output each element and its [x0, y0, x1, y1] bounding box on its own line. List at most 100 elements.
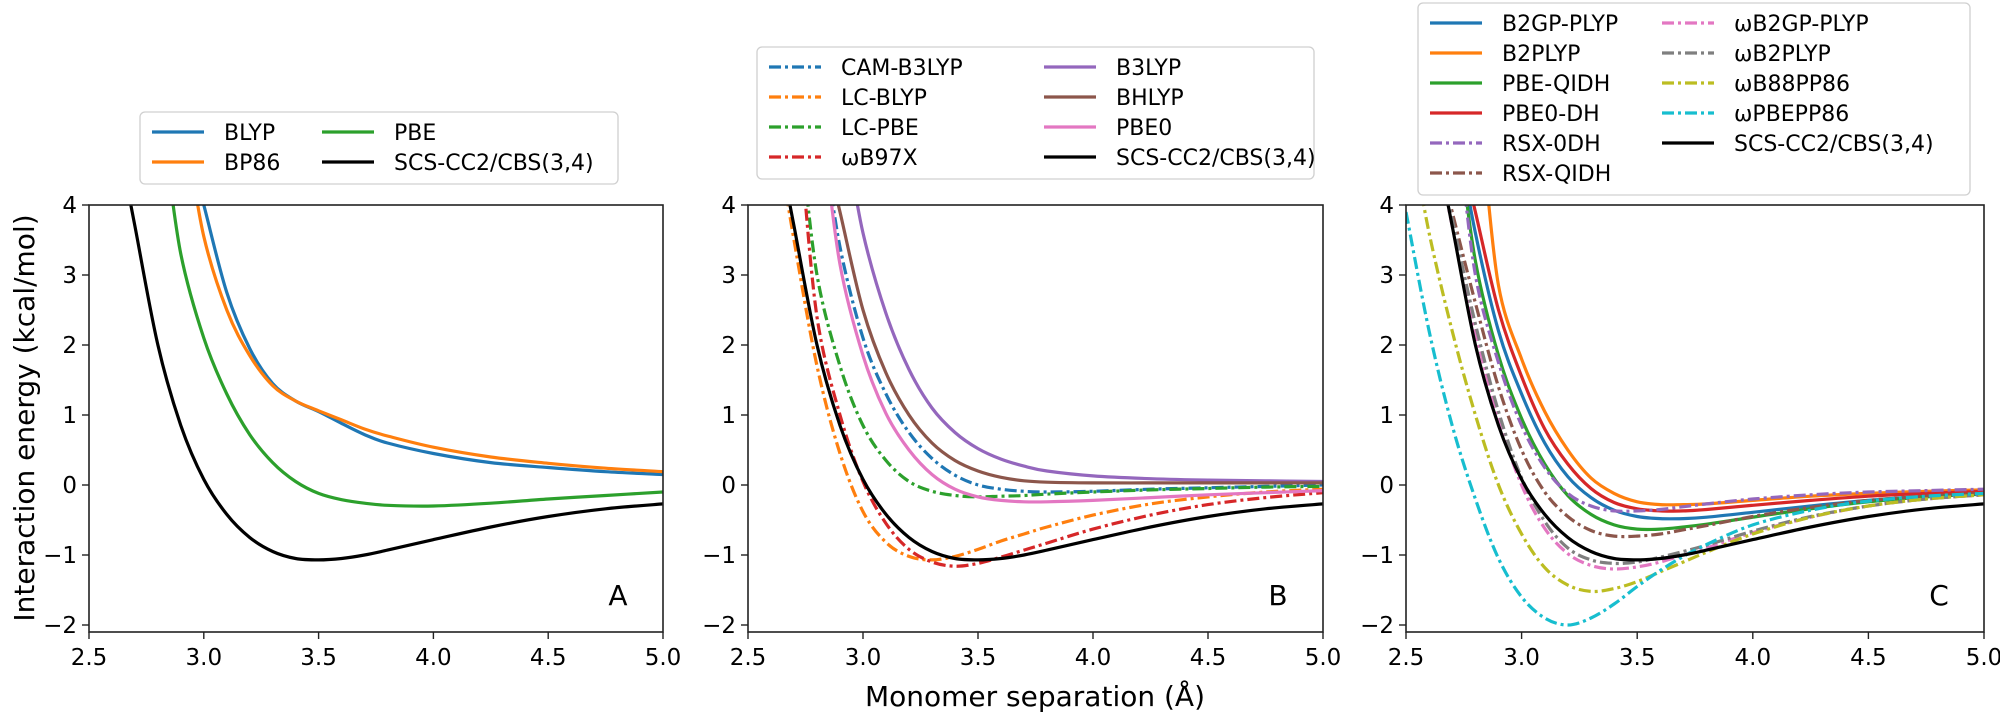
series-group [786, 205, 1323, 568]
legend-item: ωPBEPP86 [1662, 102, 1849, 127]
legend-item: SCS-CC2/CBS(3,4) [322, 151, 594, 176]
panel-letter: C [1929, 579, 1949, 612]
plot-frame [747, 204, 1324, 633]
x-tick-label: 2.5 [1388, 645, 1425, 671]
y-tick-label: 2 [1379, 333, 1394, 359]
series-line--pbepp86 [1406, 211, 1984, 627]
legend-item: PBE0 [1044, 116, 1172, 141]
y-tick-label: 3 [1379, 263, 1394, 289]
legend-item: BLYP [152, 121, 275, 146]
y-tick-label: 1 [721, 403, 736, 429]
y-tick-label: 1 [62, 403, 77, 429]
panels: 2.5 3.0 3.5 4.0 4.5 5.0 −2 −1 0 1 2 3 4 A BLYP BP86 PBE S… [43, 2, 2000, 671]
x-tick-label: 3.0 [1503, 645, 1540, 671]
x-tick-label: 4.5 [530, 645, 567, 671]
legend-box [1417, 2, 1971, 196]
series-line-cam-b3lyp [831, 205, 1323, 494]
legend-item: B2GP-PLYP [1430, 12, 1618, 37]
x-tick-label: 5.0 [1966, 645, 2000, 671]
x-tick-label: 2.5 [71, 645, 108, 671]
legend-label: B2PLYP [1502, 42, 1580, 67]
plot-frame [1405, 204, 1985, 633]
y-tick-label: 0 [62, 473, 77, 499]
panel-letter: B [1268, 579, 1287, 612]
series-group [1406, 205, 1984, 627]
x-tick-label: 5.0 [645, 645, 682, 671]
series-line-blyp [202, 205, 663, 477]
legend-label: PBE-QIDH [1502, 72, 1610, 97]
legend-label: B2GP-PLYP [1502, 12, 1618, 37]
legend-label: PBE0 [1116, 116, 1172, 141]
series-line-lc-pbe [806, 205, 1323, 499]
panel-b: 2.5 3.0 3.5 4.0 4.5 5.0 −2 −1 0 1 2 3 4 B CAM-B3LYP LC-… [702, 46, 1342, 671]
legend-label: SCS-CC2/CBS(3,4) [1116, 146, 1316, 171]
x-tick-label: 4.0 [1735, 645, 1772, 671]
legend: CAM-B3LYP LC-BLYP LC-PBE ωB97X B3LYP BHLYP PBE… [756, 46, 1316, 180]
legend-item: LC-PBE [769, 116, 919, 141]
y-tick-label: 0 [1379, 473, 1394, 499]
series-line-scs-cc2-cbs-3-4- [1446, 205, 1984, 562]
y-tick-label: −1 [702, 543, 736, 569]
legend-label: ωB2PLYP [1734, 42, 1831, 67]
legend-label: B3LYP [1116, 56, 1181, 81]
legend-box [139, 111, 619, 185]
series-line--b97x [804, 205, 1323, 568]
y-tick-label: 4 [62, 193, 77, 219]
legend-item: PBE-QIDH [1430, 72, 1610, 97]
series-line-bhlyp [836, 205, 1323, 485]
legend-item: RSX-0DH [1430, 132, 1601, 157]
series-line--b2plyp [1447, 205, 1984, 566]
legend-label: PBE0-DH [1502, 102, 1600, 127]
x-tick-label: 3.5 [1619, 645, 1656, 671]
y-tick-label: −2 [43, 613, 77, 639]
legend-item: SCS-CC2/CBS(3,4) [1044, 146, 1316, 171]
plot-frame [88, 204, 664, 633]
legend-item: B3LYP [1044, 56, 1181, 81]
series-line-pbe0 [829, 205, 1323, 504]
y-tick-label: 1 [1379, 403, 1394, 429]
legend-item: ωB2GP-PLYP [1662, 12, 1869, 37]
x-tick-label: 5.0 [1305, 645, 1342, 671]
y-tick-label: 4 [1379, 193, 1394, 219]
y-tick-label: 4 [721, 193, 736, 219]
legend-label: BP86 [224, 151, 280, 176]
x-tick-label: 2.5 [730, 645, 767, 671]
y-tick-label: 0 [721, 473, 736, 499]
legend-item: B2PLYP [1430, 42, 1580, 67]
legend-item: ωB97X [769, 146, 918, 171]
series-line--b2gp-plyp [1446, 205, 1984, 571]
legend-label: CAM-B3LYP [841, 56, 963, 81]
legend-item: BHLYP [1044, 86, 1184, 111]
x-tick-label: 4.0 [415, 645, 452, 671]
x-tick-label: 3.5 [300, 645, 337, 671]
legend-item: PBE [322, 121, 436, 146]
legend: BLYP BP86 PBE SCS-CC2/CBS(3,4) [139, 111, 619, 185]
legend-item: RSX-QIDH [1430, 162, 1611, 187]
series-line-bp86 [196, 205, 663, 474]
series-line-b3lyp [855, 205, 1323, 484]
legend-item: BP86 [152, 151, 280, 176]
series-line-scs-cc2-cbs-3-4- [788, 205, 1323, 562]
x-tick-label: 3.0 [845, 645, 882, 671]
series-line-pbe [171, 205, 663, 508]
series-line-lc-blyp [786, 205, 1323, 562]
y-tick-label: 3 [62, 263, 77, 289]
y-tick-label: 2 [62, 333, 77, 359]
legend-item: CAM-B3LYP [769, 56, 963, 81]
series-line--b88pp86 [1422, 205, 1984, 594]
legend-label: PBE [394, 121, 436, 146]
panel-a: 2.5 3.0 3.5 4.0 4.5 5.0 −2 −1 0 1 2 3 4 A BLYP BP86 PBE S… [43, 111, 682, 671]
x-tick-label: 4.0 [1075, 645, 1112, 671]
x-tick-label: 4.5 [1850, 645, 1887, 671]
x-tick-label: 3.5 [960, 645, 997, 671]
panel-letter: A [608, 579, 627, 612]
series-group [129, 205, 663, 562]
legend-label: SCS-CC2/CBS(3,4) [1734, 132, 1934, 157]
legend-label: ωB2GP-PLYP [1734, 12, 1869, 37]
legend-item: PBE0-DH [1430, 102, 1600, 127]
legend-item: ωB88PP86 [1662, 72, 1850, 97]
x-axis-label: Monomer separation (Å) [865, 679, 1205, 713]
legend-label: SCS-CC2/CBS(3,4) [394, 151, 594, 176]
legend-label: BLYP [224, 121, 275, 146]
